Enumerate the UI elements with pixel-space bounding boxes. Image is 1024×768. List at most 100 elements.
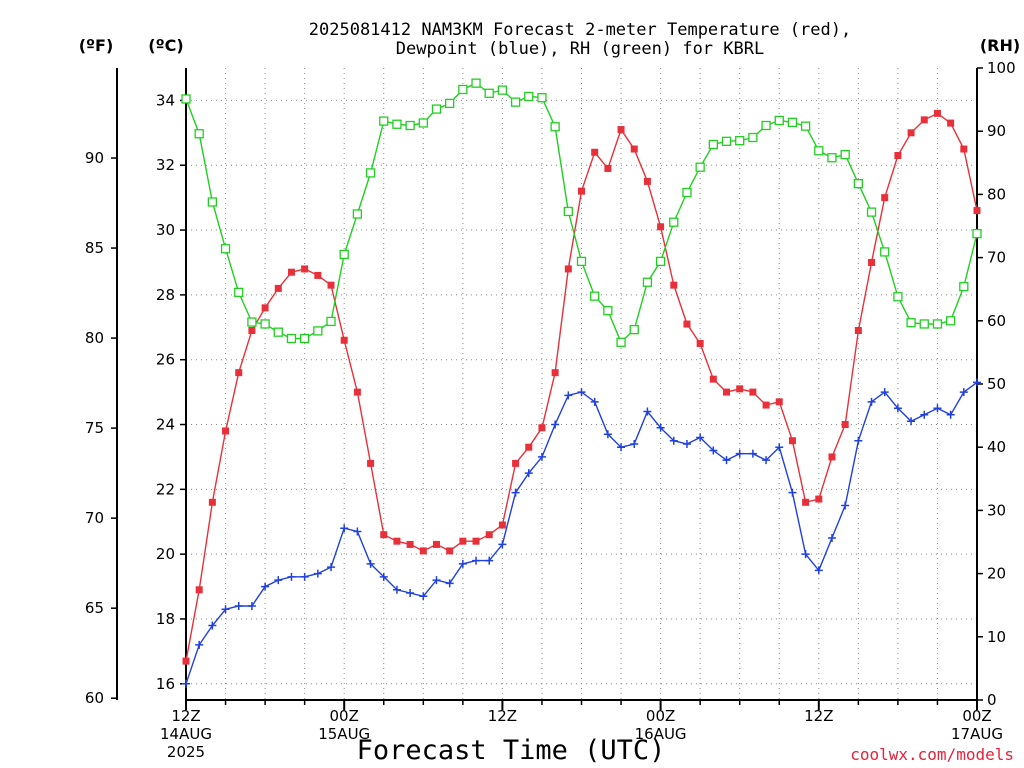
dewpoint-point [313, 569, 322, 578]
temperature-point [327, 281, 335, 289]
temperature-point [630, 145, 638, 153]
temperature-point [551, 369, 559, 377]
dewpoint-point [261, 582, 270, 591]
rh-point [273, 327, 283, 337]
dewpoint-point [617, 443, 626, 452]
dewpoint-point [907, 417, 916, 426]
rh-point [735, 136, 745, 146]
temperature-point [261, 304, 269, 312]
temperature-point [380, 531, 388, 539]
temperature-point [353, 388, 361, 396]
dewpoint-point [748, 449, 757, 458]
temperature-point [947, 119, 955, 127]
rh-point [550, 122, 560, 132]
x-tick-label: 00Z [646, 707, 675, 725]
dewpoint-point [498, 540, 507, 549]
rh-tick-label: 0 [987, 691, 997, 709]
temperature-point [960, 145, 968, 153]
dewpoint-point [603, 430, 612, 439]
dewpoint-point [564, 391, 573, 400]
dewpoint-point [300, 572, 309, 581]
temperature-point [670, 281, 678, 289]
dewpoint-point [814, 566, 823, 575]
rh-point [299, 333, 310, 344]
dewpoint-point [234, 602, 243, 611]
temperature-point [578, 187, 585, 195]
dewpoint-point [788, 488, 797, 497]
rh-point [721, 136, 732, 146]
rh-point [234, 287, 244, 298]
temperature-point [222, 427, 230, 435]
temperature-point [854, 327, 862, 335]
temperature-point [485, 531, 493, 539]
temperature-point [472, 537, 480, 545]
celsius-tick-label: 20 [156, 545, 175, 563]
temperature-point [367, 459, 375, 467]
dewpoint-point [841, 501, 850, 510]
temperature-point [340, 336, 348, 344]
rh-point [880, 247, 890, 257]
dewpoint-point [432, 576, 441, 585]
x-tick-label: 15AUG [318, 725, 370, 743]
rh-point [866, 207, 877, 217]
temperature-point [274, 284, 282, 292]
dewpoint-point [392, 585, 401, 594]
dewpoint-point [195, 640, 204, 649]
dewpoint-point [682, 439, 691, 448]
dewpoint-point [366, 559, 375, 568]
rh-point [458, 84, 468, 95]
dewpoint-point [827, 533, 836, 542]
temperature-point [287, 268, 295, 276]
temperature-point [512, 459, 520, 467]
rh-point [827, 153, 837, 163]
celsius-unit-label: (ºC) [148, 36, 183, 55]
rh-point [392, 119, 402, 129]
temperature-point [406, 540, 414, 548]
rh-tick-label: 90 [987, 122, 1006, 140]
dewpoint-point [353, 527, 362, 536]
dewpoint-point [854, 436, 863, 445]
rh-tick-label: 100 [987, 59, 1016, 77]
temperature-point [498, 521, 506, 529]
celsius-tick-label: 32 [156, 156, 175, 174]
temperature-point [235, 369, 243, 377]
rh-point [932, 319, 943, 329]
rh-point [471, 78, 481, 88]
rh-point [853, 179, 863, 189]
dewpoint-point [208, 621, 217, 630]
rh-point [761, 120, 771, 131]
source-credit: coolwx.com/models [850, 745, 1014, 764]
temperature-point [802, 498, 810, 506]
temperature-point [591, 148, 599, 156]
temperature-point [894, 152, 902, 160]
rh-point [603, 306, 613, 316]
fahrenheit-tick-label: 85 [85, 239, 104, 257]
rh-point [959, 282, 969, 292]
rh-point [484, 88, 494, 98]
temperature-point [314, 271, 322, 279]
temperature-point [723, 388, 731, 396]
grid-lines [186, 68, 977, 700]
rh-point [181, 94, 191, 104]
fahrenheit-unit-label: (ºF) [79, 36, 114, 55]
chart-title-line-2: Dewpoint (blue), RH (green) for KBRL [396, 39, 764, 59]
rh-point [642, 277, 653, 287]
temperature-point [446, 547, 454, 555]
data-series [181, 78, 982, 688]
dewpoint-point [221, 605, 230, 614]
fahrenheit-tick-label: 90 [85, 149, 104, 167]
rh-unit-label: (RH) [980, 36, 1020, 55]
temperature-point [815, 495, 823, 503]
dewpoint-point [709, 446, 718, 455]
dewpoint-point [577, 388, 586, 397]
dewpoint-point [973, 378, 981, 387]
dewpoint-point [590, 397, 599, 406]
dewpoint-point [722, 456, 731, 465]
celsius-tick-label: 24 [156, 416, 175, 434]
rh-point [445, 98, 455, 109]
rh-point [616, 337, 626, 347]
rh-tick-label: 30 [987, 501, 1006, 519]
dewpoint-point [959, 388, 968, 397]
